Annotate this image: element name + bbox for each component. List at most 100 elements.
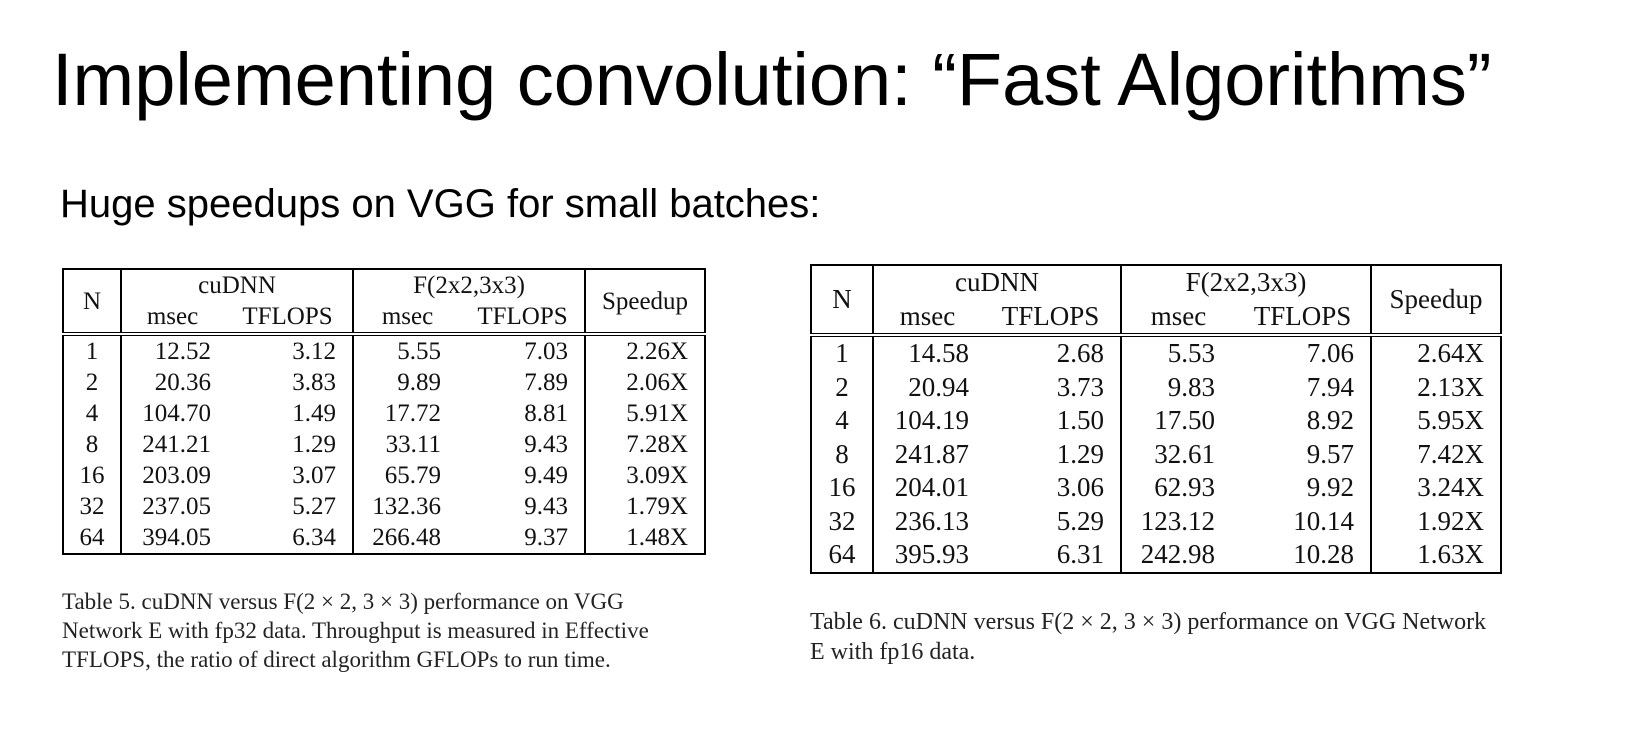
table-5-caption: Table 5. cuDNN versus F(2 × 2, 3 × 3) pe… bbox=[62, 589, 649, 672]
table-row: 8 241.21 1.29 33.11 9.43 7.28X bbox=[63, 429, 705, 460]
cell-cudnn-tflops: 3.83 bbox=[223, 367, 354, 398]
cell-cudnn-msec: 241.87 bbox=[894, 438, 969, 469]
cell-cudnn-tflops: 1.29 bbox=[223, 429, 354, 460]
cell-f-tflops: 10.28 bbox=[1235, 538, 1372, 573]
cell-n: 4 bbox=[811, 404, 874, 438]
cell-f-msec: 9.89 bbox=[397, 369, 441, 396]
cell-cudnn-msec: 20.36 bbox=[154, 369, 211, 396]
cell-f-tflops: 9.37 bbox=[461, 522, 586, 554]
cell-speedup: 3.24X bbox=[1417, 472, 1484, 502]
cell-f-tflops: 9.43 bbox=[461, 491, 586, 522]
header-winograd: F(2x2,3x3) bbox=[1121, 265, 1372, 300]
cell-cudnn-msec: 12.52 bbox=[154, 338, 211, 365]
cell-n: 16 bbox=[63, 460, 122, 491]
cell-n: 2 bbox=[63, 367, 122, 398]
cell-speedup: 5.91X bbox=[626, 400, 688, 427]
cell-n: 64 bbox=[63, 522, 122, 554]
cell-speedup: 7.42X bbox=[1417, 438, 1484, 469]
cell-f-msec: 266.48 bbox=[372, 524, 441, 551]
cell-f-tflops: 7.03 bbox=[461, 334, 586, 367]
cell-cudnn-tflops: 5.29 bbox=[981, 504, 1122, 538]
table-row: 64 395.93 6.31 242.98 10.28 1.63X bbox=[811, 538, 1501, 573]
cell-f-msec: 9.83 bbox=[1167, 371, 1215, 402]
cell-f-msec: 32.61 bbox=[1154, 438, 1215, 469]
cell-cudnn-tflops: 3.06 bbox=[981, 471, 1122, 505]
cell-n: 1 bbox=[811, 335, 874, 371]
cell-f-tflops: 8.92 bbox=[1235, 404, 1372, 438]
cell-speedup: 1.79X bbox=[626, 493, 688, 520]
cell-n: 2 bbox=[811, 370, 874, 404]
cell-cudnn-msec: 20.94 bbox=[908, 371, 969, 402]
cell-f-msec: 62.93 bbox=[1154, 472, 1215, 502]
cell-cudnn-tflops: 3.73 bbox=[981, 370, 1122, 404]
table-row: 64 394.05 6.34 266.48 9.37 1.48X bbox=[63, 522, 705, 554]
cell-cudnn-msec: 237.05 bbox=[142, 493, 211, 520]
cell-speedup: 2.06X bbox=[626, 369, 688, 396]
cell-n: 32 bbox=[63, 491, 122, 522]
cell-cudnn-msec: 104.70 bbox=[142, 400, 211, 427]
cell-speedup: 3.09X bbox=[626, 462, 688, 489]
cell-f-tflops: 7.94 bbox=[1235, 370, 1372, 404]
table-6-caption: Table 6. cuDNN versus F(2 × 2, 3 × 3) pe… bbox=[810, 609, 1487, 665]
cell-f-msec: 5.55 bbox=[397, 338, 441, 365]
cell-f-tflops: 9.92 bbox=[1235, 471, 1372, 505]
cell-speedup: 7.28X bbox=[626, 431, 688, 458]
cell-speedup: 1.48X bbox=[626, 524, 688, 551]
cell-f-msec: 242.98 bbox=[1140, 539, 1215, 569]
cell-speedup: 5.95X bbox=[1417, 405, 1484, 435]
header-cudnn-tflops: TFLOPS bbox=[981, 299, 1122, 337]
cell-f-msec: 5.53 bbox=[1167, 338, 1215, 368]
cell-cudnn-tflops: 6.34 bbox=[223, 522, 354, 554]
cell-f-msec: 132.36 bbox=[372, 493, 441, 520]
header-cudnn-tflops: TFLOPS bbox=[223, 301, 354, 336]
cell-f-msec: 33.11 bbox=[385, 431, 441, 458]
cell-f-msec: 17.72 bbox=[384, 400, 441, 427]
table-row: 4 104.70 1.49 17.72 8.81 5.91X bbox=[63, 398, 705, 429]
cell-f-tflops: 7.06 bbox=[1235, 335, 1372, 371]
cell-cudnn-msec: 203.09 bbox=[142, 462, 211, 489]
cell-f-tflops: 9.43 bbox=[461, 429, 586, 460]
header-f-msec: msec bbox=[1121, 299, 1235, 337]
header-speedup: Speedup bbox=[585, 269, 705, 336]
header-f-tflops: TFLOPS bbox=[1235, 299, 1372, 337]
cell-f-tflops: 8.81 bbox=[461, 398, 586, 429]
cell-cudnn-msec: 241.21 bbox=[142, 431, 211, 458]
header-f-tflops: TFLOPS bbox=[461, 301, 586, 336]
cell-cudnn-tflops: 5.27 bbox=[223, 491, 354, 522]
header-row-units: msec TFLOPS msec TFLOPS bbox=[63, 301, 705, 336]
header-cudnn-msec: msec bbox=[121, 301, 223, 336]
header-row-units: msec TFLOPS msec TFLOPS bbox=[811, 299, 1501, 337]
cell-speedup: 2.13X bbox=[1417, 371, 1484, 402]
cell-f-tflops: 7.89 bbox=[461, 367, 586, 398]
cell-cudnn-tflops: 3.07 bbox=[223, 460, 354, 491]
cell-f-tflops: 9.57 bbox=[1235, 437, 1372, 471]
header-speedup: Speedup bbox=[1371, 265, 1501, 337]
header-winograd: F(2x2,3x3) bbox=[353, 269, 586, 301]
cell-f-tflops: 9.49 bbox=[461, 460, 586, 491]
header-cudnn: cuDNN bbox=[121, 269, 354, 301]
cell-n: 4 bbox=[63, 398, 122, 429]
cell-cudnn-msec: 204.01 bbox=[894, 472, 969, 502]
cell-cudnn-tflops: 2.68 bbox=[981, 335, 1122, 371]
cell-n: 64 bbox=[811, 538, 874, 573]
cell-n: 8 bbox=[811, 437, 874, 471]
cell-speedup: 1.63X bbox=[1417, 539, 1484, 569]
cell-n: 16 bbox=[811, 471, 874, 505]
header-cudnn: cuDNN bbox=[873, 265, 1122, 300]
table-row: 2 20.94 3.73 9.83 7.94 2.13X bbox=[811, 370, 1501, 404]
header-f-msec: msec bbox=[353, 301, 461, 336]
header-n: N bbox=[63, 269, 122, 336]
table-row: 8 241.87 1.29 32.61 9.57 7.42X bbox=[811, 437, 1501, 471]
cell-f-msec: 17.50 bbox=[1154, 405, 1215, 435]
cell-speedup: 1.92X bbox=[1417, 505, 1484, 536]
cell-f-tflops: 10.14 bbox=[1235, 504, 1372, 538]
table-row: 4 104.19 1.50 17.50 8.92 5.95X bbox=[811, 404, 1501, 438]
cell-cudnn-tflops: 1.49 bbox=[223, 398, 354, 429]
cell-cudnn-tflops: 1.50 bbox=[981, 404, 1122, 438]
cell-cudnn-tflops: 1.29 bbox=[981, 437, 1122, 471]
table-row: 2 20.36 3.83 9.89 7.89 2.06X bbox=[63, 367, 705, 398]
